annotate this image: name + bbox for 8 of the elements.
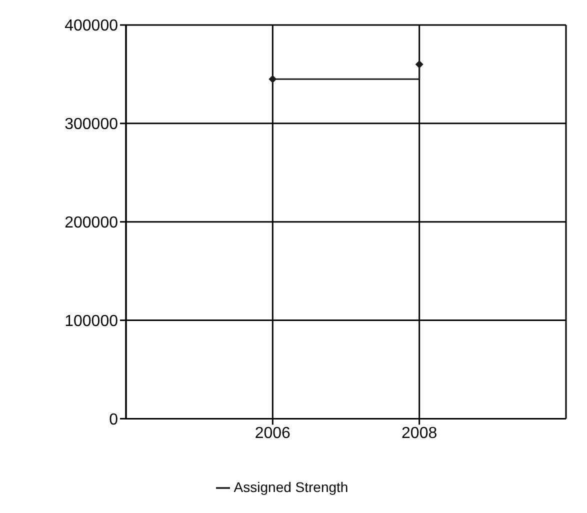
y-tick-label: 100000 [64, 312, 118, 330]
y-tick-label: 0 [109, 411, 118, 428]
y-tick-label: 400000 [64, 18, 118, 35]
legend-label: Assigned Strength [234, 478, 348, 495]
y-tick-label: 200000 [64, 214, 118, 232]
x-tick-label: 2008 [402, 425, 438, 442]
y-tick-label: 300000 [64, 116, 118, 134]
x-tick-label: 2006 [254, 425, 291, 442]
